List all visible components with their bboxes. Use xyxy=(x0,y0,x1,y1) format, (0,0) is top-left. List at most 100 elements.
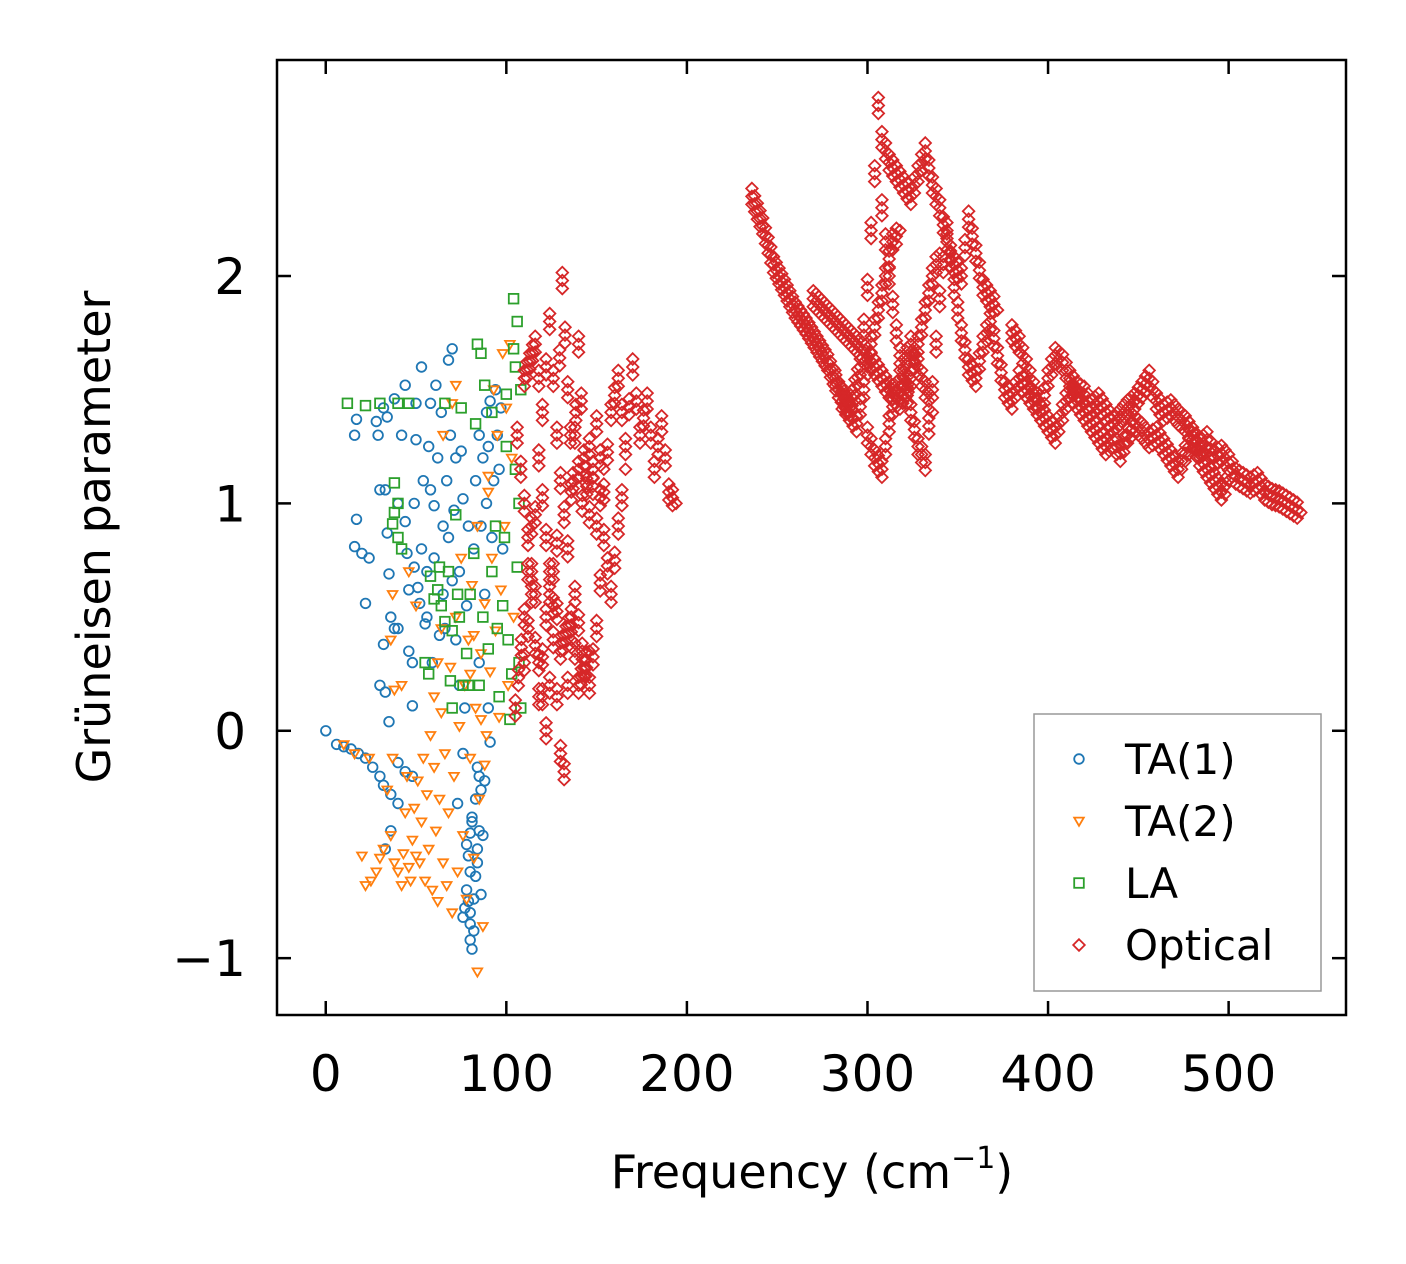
point-optical xyxy=(524,595,539,610)
plot-frame xyxy=(275,58,1348,1017)
point-optical xyxy=(531,450,546,465)
point-optical xyxy=(903,189,918,204)
point-optical xyxy=(929,257,944,272)
point-optical xyxy=(553,754,568,769)
point-optical xyxy=(815,338,830,353)
point-optical xyxy=(1095,433,1110,448)
point-ta1 xyxy=(493,463,505,476)
point-la xyxy=(513,497,525,510)
point-optical xyxy=(921,427,936,442)
point-ta2 xyxy=(369,867,383,879)
point-ta2 xyxy=(449,612,463,624)
point-optical xyxy=(914,163,929,178)
point-la xyxy=(444,675,457,687)
point-la xyxy=(475,347,487,360)
point-optical xyxy=(604,587,619,602)
point-optical xyxy=(1073,391,1088,406)
point-optical xyxy=(607,553,622,568)
point-optical xyxy=(535,649,550,664)
point-optical xyxy=(542,678,557,693)
point-optical xyxy=(560,382,575,397)
point-optical xyxy=(889,229,904,244)
point-optical xyxy=(968,379,983,394)
point-optical xyxy=(661,492,676,507)
point-optical xyxy=(535,641,550,656)
point-optical xyxy=(892,371,907,386)
point-la xyxy=(446,702,458,714)
point-optical xyxy=(867,166,882,181)
point-la xyxy=(424,570,437,582)
point-ta2 xyxy=(467,631,481,642)
point-ta2 xyxy=(481,487,495,499)
point-ta1 xyxy=(457,493,469,505)
point-optical xyxy=(520,370,535,385)
point-optical xyxy=(1167,456,1182,471)
point-optical xyxy=(1055,413,1070,428)
point-ta2 xyxy=(505,453,519,465)
point-optical xyxy=(524,556,539,571)
point-ta1 xyxy=(450,452,462,464)
point-optical xyxy=(1095,399,1110,414)
point-optical xyxy=(1098,397,1113,412)
point-optical xyxy=(994,357,1009,372)
point-ta2 xyxy=(395,881,408,892)
point-ta2 xyxy=(478,760,492,772)
point-optical xyxy=(849,408,864,423)
point-optical xyxy=(1116,437,1131,452)
point-optical xyxy=(918,135,933,151)
point-optical xyxy=(867,450,882,465)
point-optical xyxy=(990,340,1005,355)
point-optical xyxy=(1228,461,1243,476)
point-optical xyxy=(528,507,543,522)
point-optical xyxy=(874,294,889,309)
point-optical xyxy=(878,276,893,291)
point-optical xyxy=(1087,422,1103,437)
point-ta1 xyxy=(455,445,467,457)
point-optical xyxy=(885,399,900,414)
point-optical xyxy=(647,462,662,477)
point-optical xyxy=(1113,446,1128,461)
point-optical xyxy=(889,166,904,181)
point-ta1 xyxy=(424,484,437,496)
point-optical xyxy=(589,527,604,542)
point-optical xyxy=(1149,386,1164,401)
point-optical xyxy=(558,328,573,343)
point-ta2 xyxy=(444,662,457,674)
point-optical xyxy=(1077,397,1092,412)
point-ta2 xyxy=(471,967,484,979)
point-ta2 xyxy=(492,712,506,724)
point-optical xyxy=(625,359,640,374)
point-optical xyxy=(607,561,622,576)
point-optical xyxy=(575,496,590,511)
point-optical xyxy=(600,566,615,581)
point-optical xyxy=(1041,416,1056,431)
point-optical xyxy=(1152,433,1168,448)
point-optical xyxy=(614,397,629,412)
point-ta1 xyxy=(469,793,482,805)
point-optical xyxy=(539,522,554,537)
point-ta2 xyxy=(456,831,470,842)
point-optical xyxy=(549,436,564,451)
point-optical xyxy=(1084,416,1099,431)
point-optical xyxy=(582,447,597,462)
point-optical xyxy=(860,272,875,287)
point-optical xyxy=(611,371,626,386)
point-ta1 xyxy=(473,429,485,441)
point-ta2 xyxy=(416,753,430,765)
point-ta1 xyxy=(379,484,392,496)
point-optical xyxy=(531,379,546,394)
point-optical xyxy=(1062,382,1077,397)
point-optical xyxy=(574,669,589,684)
point-ta1 xyxy=(374,484,386,496)
point-ta2 xyxy=(436,858,450,870)
point-optical xyxy=(625,351,640,367)
point-ta2 xyxy=(480,731,493,742)
point-ta2 xyxy=(406,835,419,847)
point-optical xyxy=(589,511,604,526)
point-optical xyxy=(997,374,1012,389)
point-ta2 xyxy=(425,885,439,897)
point-optical xyxy=(1236,465,1251,480)
point-ta1 xyxy=(473,656,485,669)
point-optical xyxy=(864,215,879,230)
point-optical xyxy=(513,470,528,485)
